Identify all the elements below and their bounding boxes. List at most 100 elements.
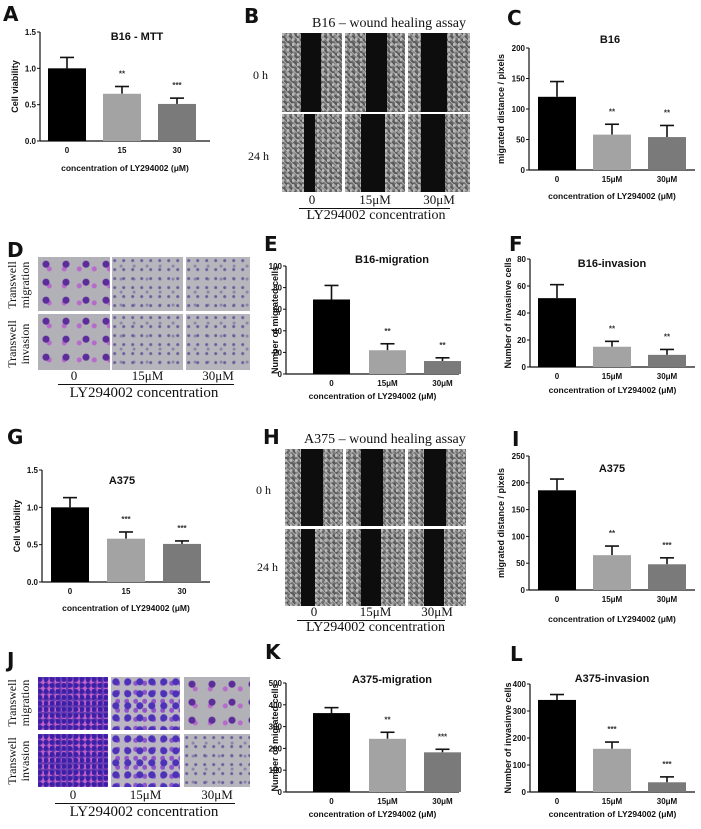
x-tick-label: 15 xyxy=(118,146,127,155)
y-tick-label: 60 xyxy=(517,282,526,291)
row-label-migration: Transwell migration xyxy=(5,679,32,727)
chart-title: A375-invasion xyxy=(575,673,650,685)
chart-title: B16 xyxy=(600,34,620,46)
panel-letter-a: A xyxy=(3,2,19,26)
panel-letter-j: J xyxy=(7,648,15,672)
significance-marker: *** xyxy=(662,760,672,769)
micrograph-a375-invasion-15 xyxy=(111,734,180,787)
x-tick-label: 30μM xyxy=(432,797,453,806)
panel-letter-c: C xyxy=(507,6,522,30)
chart-title: A375 xyxy=(599,463,625,475)
y-axis-label: Number of migrated cells xyxy=(270,683,280,791)
panel-letter-d: D xyxy=(7,238,24,262)
x-tick-label: 30μM xyxy=(657,595,678,604)
y-tick-label: 200 xyxy=(269,744,283,753)
y-tick-label: 200 xyxy=(512,44,526,53)
panel-h-title: A375 – wound healing assay xyxy=(304,432,466,447)
y-tick-label: 20 xyxy=(517,336,526,345)
micrograph-a375-24h-0 xyxy=(285,529,343,606)
row-label-migration: Transwell migration xyxy=(5,261,32,309)
x-tick-label: 15μM xyxy=(602,175,623,184)
y-tick-label: 60 xyxy=(273,305,282,314)
y-axis-label: Cell viability xyxy=(10,60,20,113)
x-tick-label: 0 xyxy=(555,595,560,604)
chart-title: B16-invasion xyxy=(578,258,647,270)
y-tick-label: 40 xyxy=(517,309,526,318)
bar-0 xyxy=(313,299,350,374)
significance-marker: ** xyxy=(664,332,671,341)
chart-title: B16 - MTT xyxy=(111,31,164,43)
col-label-15: 15μM xyxy=(359,192,391,207)
x-tick-label: 15μM xyxy=(377,797,398,806)
row-label-24h: 24 h xyxy=(257,560,278,574)
y-tick-label: 1.0 xyxy=(25,64,37,73)
bar-0 xyxy=(538,490,576,590)
bar-0 xyxy=(538,298,576,367)
y-tick-label: 0 xyxy=(278,788,283,797)
y-axis-label: Number of migrated cells xyxy=(270,266,280,374)
bar-15μM xyxy=(369,738,406,792)
micrograph-b16-invasion-30 xyxy=(186,314,250,370)
bar-15μM xyxy=(593,555,631,590)
panel-letter-f: F xyxy=(509,232,523,256)
y-tick-label: 200 xyxy=(513,734,527,743)
x-tick-label: 0 xyxy=(555,372,560,381)
x-tick-label: 15μM xyxy=(602,797,623,806)
x-tick-label: 0 xyxy=(65,146,70,155)
bar-15μM xyxy=(593,748,631,792)
bar-30μM xyxy=(424,361,461,374)
x-tick-label: 15μM xyxy=(377,379,398,388)
col-label-30: 30μM xyxy=(202,368,234,383)
significance-marker: ** xyxy=(609,529,616,538)
y-tick-label: 200 xyxy=(512,479,526,488)
micrograph-a375-0h-0 xyxy=(285,449,343,526)
x-tick-label: 30μM xyxy=(657,175,678,184)
y-tick-label: 0 xyxy=(522,363,527,372)
micrograph-a375-24h-15 xyxy=(346,529,405,606)
caption-rule xyxy=(55,803,235,804)
x-axis-label: concentration of LY294002 (μM) xyxy=(62,603,190,613)
x-tick-label: 0 xyxy=(68,587,73,596)
y-tick-label: 100 xyxy=(513,761,527,770)
x-axis-label: concentration of LY294002 (μM) xyxy=(309,809,437,819)
significance-marker: *** xyxy=(438,732,448,741)
significance-marker: ** xyxy=(439,341,446,350)
y-tick-label: 1.5 xyxy=(27,466,39,475)
y-axis-label: migrated distance / pixels xyxy=(496,468,506,578)
y-axis-label: Cell viability xyxy=(12,500,22,553)
chart-title: B16-migration xyxy=(355,254,429,266)
x-tick-label: 30 xyxy=(173,146,182,155)
y-tick-label: 80 xyxy=(273,284,282,293)
col-label-30: 30μM xyxy=(421,604,453,619)
x-tick-label: 15 xyxy=(122,587,131,596)
panel-letter-h: H xyxy=(263,425,280,449)
micrograph-a375-migration-0 xyxy=(38,677,108,730)
bar-30μM xyxy=(648,782,686,792)
col-label-30: 30μM xyxy=(201,787,233,802)
x-axis-label: concentration of LY294002 (μM) xyxy=(309,391,437,401)
x-tick-label: 15μM xyxy=(602,595,623,604)
y-tick-label: 100 xyxy=(269,262,283,271)
col-label-0: 0 xyxy=(69,787,77,802)
y-tick-label: 0.5 xyxy=(25,101,37,110)
y-tick-label: 0 xyxy=(522,788,527,797)
micrograph-b16-migration-0 xyxy=(38,257,110,311)
x-tick-label: 30μM xyxy=(432,379,453,388)
significance-marker: *** xyxy=(177,524,187,533)
y-tick-label: 300 xyxy=(269,723,283,732)
chart-title: A375-migration xyxy=(352,674,432,686)
col-label-0: 0 xyxy=(308,192,316,207)
row-label-0h: 0 h xyxy=(256,483,271,497)
col-label-15: 15μM xyxy=(129,787,162,802)
y-axis-label: migrated distance / pixels xyxy=(496,54,506,164)
bar-15μM xyxy=(593,346,631,367)
significance-marker: ** xyxy=(609,324,616,333)
bar-15μM xyxy=(593,134,631,170)
micrograph-a375-invasion-0 xyxy=(38,734,108,787)
micrograph-b16-0h-15 xyxy=(345,33,405,112)
y-tick-label: 0.0 xyxy=(25,137,37,146)
micrograph-a375-invasion-30 xyxy=(184,734,250,787)
